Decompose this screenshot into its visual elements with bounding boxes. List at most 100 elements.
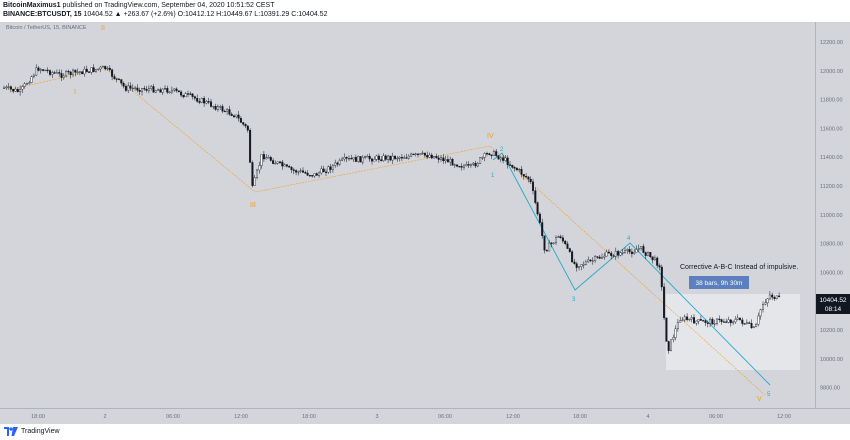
price-tick-label: 9800.00 — [820, 386, 840, 392]
candle-body — [262, 154, 265, 160]
time-tick-label: 2 — [103, 414, 106, 420]
candle-body — [647, 252, 650, 256]
candle-body — [384, 155, 387, 160]
candle-body — [472, 162, 475, 165]
candle-body — [430, 154, 433, 159]
candle-body — [338, 159, 341, 165]
candle-body — [400, 156, 403, 159]
candle-body — [230, 113, 233, 116]
candle-body — [290, 167, 293, 170]
candle-body — [111, 69, 114, 77]
candle-body — [115, 78, 118, 80]
tradingview-logo[interactable]: TradingView — [4, 427, 60, 436]
candle-body — [99, 66, 102, 70]
candle-body — [568, 248, 571, 252]
candle-body — [775, 295, 778, 300]
candle-body — [709, 318, 712, 324]
candle-body — [285, 164, 288, 167]
candle-body — [566, 243, 569, 249]
candle-body — [207, 101, 210, 103]
candle-body — [745, 322, 748, 324]
candle-body — [364, 156, 367, 158]
candle-body — [184, 93, 187, 98]
candle-body — [658, 265, 661, 268]
candle-body — [244, 124, 247, 127]
ohlc-quote: 10404.52 ▲ +263.67 (+2.6%) O:10412.12 H:… — [83, 11, 328, 18]
candle-body — [387, 155, 390, 160]
candle-body — [327, 166, 330, 173]
candle-body — [515, 167, 518, 171]
candle-body — [492, 151, 495, 156]
candle-body — [504, 157, 507, 161]
consolidation-box[interactable] — [666, 294, 800, 370]
candle-body — [759, 309, 762, 317]
candle-body — [191, 93, 194, 97]
candle-body — [143, 88, 146, 90]
candle-body — [762, 304, 765, 310]
candle-body — [281, 161, 284, 167]
time-axis[interactable] — [0, 408, 850, 425]
candle-body — [651, 256, 654, 261]
candle-body — [766, 298, 769, 304]
cyan-wave-line[interactable] — [492, 152, 771, 386]
candle-body — [42, 69, 45, 71]
candle-body — [610, 252, 613, 256]
candle-body — [168, 91, 171, 93]
candle-body — [396, 157, 399, 160]
orange-wave-line[interactable] — [7, 67, 766, 396]
candle-body — [101, 65, 104, 68]
candle-body — [375, 155, 378, 160]
candle-body — [9, 86, 12, 90]
candle-body — [582, 264, 585, 266]
candle-body — [196, 98, 199, 102]
candle-body — [729, 319, 732, 324]
candle-body — [752, 326, 755, 329]
candle-body — [304, 172, 307, 174]
candle-body — [7, 86, 10, 88]
candle-body — [16, 89, 19, 93]
candle-body — [345, 157, 348, 159]
candle-body — [359, 156, 362, 163]
candle-body — [53, 72, 56, 74]
candle-body — [670, 339, 673, 351]
candle-body — [117, 78, 120, 80]
candle-body — [51, 72, 54, 75]
candle-body — [734, 319, 737, 323]
price-tick-label: 10000.00 — [820, 357, 843, 363]
candle-body — [695, 320, 698, 324]
candle-body — [778, 295, 781, 298]
candle-body — [490, 154, 493, 156]
candle-body — [302, 170, 305, 173]
candle-body — [78, 71, 81, 73]
candle-body — [476, 163, 479, 167]
candle-body — [584, 261, 587, 265]
candle-body — [354, 157, 357, 162]
candle-body — [389, 155, 392, 161]
candle-body — [253, 177, 256, 186]
chart-svg[interactable]: I II III IV V 1 2 3 4 5 Corrective A-B-C… — [0, 0, 850, 424]
candle-body — [23, 83, 26, 87]
candle-body — [437, 157, 440, 160]
candle-body — [713, 323, 716, 325]
candle-body — [440, 157, 443, 160]
candle-body — [205, 101, 208, 104]
candle-body — [522, 174, 525, 177]
candle-body — [140, 88, 143, 92]
candle-body — [269, 157, 272, 161]
candle-body — [545, 249, 548, 252]
candle-body — [711, 318, 714, 325]
candle-body — [288, 166, 291, 168]
candle-body — [120, 79, 123, 84]
candle-body — [564, 240, 567, 245]
candle-body — [626, 249, 629, 251]
candle-body — [214, 106, 217, 110]
candle-body — [163, 87, 166, 90]
candle-body — [380, 159, 383, 161]
candle-body — [152, 86, 155, 93]
author-name[interactable]: BitcoinMaximus1 — [3, 2, 61, 9]
wave-label-cyan-5: 5 — [767, 392, 771, 398]
price-tick-label: 11800.00 — [820, 98, 843, 104]
candle-body — [460, 166, 463, 168]
candle-series[interactable] — [3, 64, 781, 354]
annotation-text[interactable]: Corrective A-B-C Instead of impulsive. — [680, 264, 798, 271]
